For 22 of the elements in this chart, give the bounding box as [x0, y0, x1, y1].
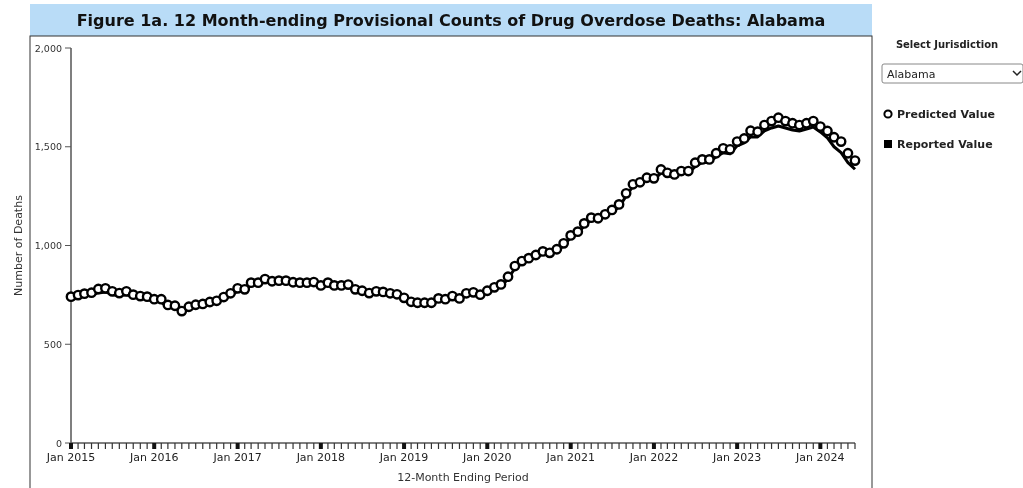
x-tick-label: Jan 2015	[45, 451, 96, 464]
y-tick-label: 1,000	[34, 240, 62, 251]
text: Select Jurisdiction	[895, 39, 999, 50]
y-tick-label: 2,000	[34, 42, 62, 54]
legend-label: Reported Value	[897, 138, 993, 151]
legend-label: Predicted Value	[897, 108, 995, 121]
y-axis-title: Number of Deaths	[12, 194, 25, 296]
x-tick-label: Jan 2020	[462, 451, 512, 464]
y-tick-label: 500	[43, 338, 62, 350]
chart-title: Figure 1a. 12 Month-ending Provisional Counts of Drug Overdose Deaths: Alabama	[76, 11, 826, 30]
x-tick-label: Jan 2016	[128, 451, 179, 464]
x-tick-label: Jan 2018	[295, 451, 346, 464]
x-tick-label: Jan 2021	[545, 451, 595, 464]
y-tick-label: 0	[55, 437, 62, 449]
x-tick-label: Jan 2024	[795, 451, 845, 464]
x-tick-label: Jan 2019	[378, 451, 429, 464]
x-axis-title: 12-Month Ending Period	[397, 471, 529, 484]
x-tick-label: Jan 2022	[628, 451, 679, 464]
dropdown-select: Alabama	[881, 63, 1023, 84]
y-tick-label: 1,500	[34, 141, 62, 153]
x-tick-label: Jan 2017	[212, 451, 262, 464]
x-tick-label: Jan 2023	[711, 451, 762, 464]
